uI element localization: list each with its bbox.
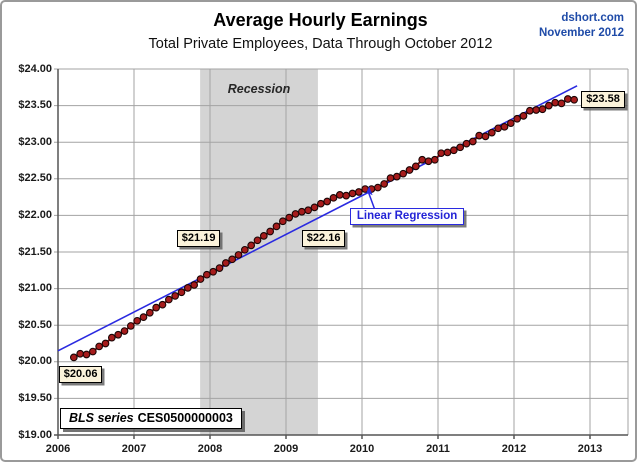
bls-series-label: BLS series	[69, 411, 134, 425]
y-tick-label: $23.00	[18, 135, 52, 148]
y-tick-label: $20.00	[18, 355, 52, 368]
y-tick-label: $19.50	[18, 391, 52, 404]
recession-band-label: Recession	[227, 82, 291, 97]
y-tick-label: $22.00	[18, 208, 52, 221]
chart-subtitle: Total Private Employees, Data Through Oc…	[148, 36, 493, 52]
chart-header: Average Hourly Earnings Total Private Em…	[2, 10, 635, 52]
y-tick-label: $20.50	[18, 318, 52, 331]
source-site: dshort.com	[561, 12, 624, 24]
x-tick-label: 2007	[121, 443, 147, 455]
annotation-recession-end-value: $22.16	[301, 229, 346, 247]
annotation-linear-regression-label: Linear Regression	[349, 208, 465, 226]
chart-title: Average Hourly Earnings	[213, 10, 428, 30]
x-tick-label: 2009	[273, 443, 299, 455]
y-tick-label: $21.50	[18, 245, 52, 258]
bls-series-code: CES0500000003	[137, 411, 233, 425]
x-tick-label: 2012	[501, 443, 527, 455]
y-tick-label: $24.00	[18, 62, 52, 75]
y-tick-label: $19.00	[18, 428, 52, 441]
x-tick-label: 2011	[426, 443, 450, 455]
y-tick-label: $22.50	[18, 172, 52, 185]
x-tick-label: 2006	[45, 443, 71, 455]
x-tick-label: 2008	[197, 443, 223, 455]
x-tick-label: 2013	[577, 443, 603, 455]
source-attribution: dshort.com November 2012	[539, 11, 624, 41]
y-tick-label: $23.50	[18, 99, 52, 112]
annotation-first-value: $20.06	[58, 366, 103, 384]
annotation-recession-start-value: $21.19	[176, 229, 221, 247]
source-date: November 2012	[538, 27, 624, 39]
y-tick-label: $21.00	[18, 282, 52, 295]
bls-series-note: BLS series CES0500000003	[60, 408, 242, 429]
x-tick-label: 2010	[349, 443, 375, 455]
annotation-last-value: $23.58	[581, 90, 625, 108]
